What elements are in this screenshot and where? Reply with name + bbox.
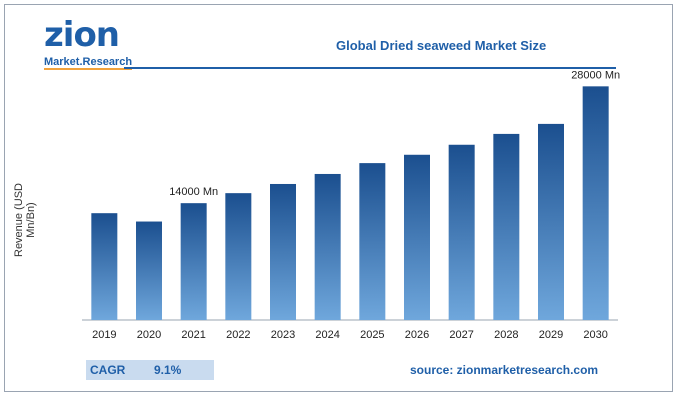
- x-tick-2026: 2026: [405, 329, 429, 341]
- bar-2027: [448, 144, 475, 320]
- x-tick-2021: 2021: [181, 329, 205, 341]
- cagr-value: 9.1%: [154, 363, 182, 377]
- bar-2021: [180, 203, 207, 320]
- bar-2022: [225, 193, 252, 320]
- bar-2020: [136, 221, 162, 320]
- zion-logo: zion Market.Research: [44, 15, 133, 70]
- x-tick-2028: 2028: [494, 329, 518, 341]
- cagr-box: CAGR 9.1%: [86, 360, 214, 380]
- x-tick-2029: 2029: [539, 329, 563, 341]
- bar-2025: [359, 163, 386, 320]
- title-divider: [124, 67, 616, 69]
- x-tick-2024: 2024: [315, 329, 339, 341]
- data-label-2030: 28000 Mn: [571, 69, 620, 81]
- x-tick-2019: 2019: [92, 329, 116, 341]
- bar-2024: [314, 173, 341, 320]
- x-tick-2030: 2030: [583, 329, 607, 341]
- source-text: source: zionmarketresearch.com: [410, 363, 599, 377]
- bar-2028: [493, 133, 520, 320]
- x-tick-2023: 2023: [271, 329, 295, 341]
- bar-2026: [404, 154, 430, 320]
- bar-2030: [582, 86, 609, 321]
- bar-2023: [270, 183, 296, 320]
- bar-2029: [538, 123, 564, 321]
- cagr-label: CAGR: [90, 363, 126, 377]
- x-tick-2022: 2022: [226, 329, 250, 341]
- bar-2019: [91, 213, 118, 320]
- chart-title: Global Dried seaweed Market Size: [336, 38, 547, 53]
- x-tick-2020: 2020: [137, 329, 161, 341]
- data-label-2021: 14000 Mn: [169, 186, 218, 198]
- logo-subtitle: Market.Research: [44, 56, 133, 70]
- x-tick-2027: 2027: [449, 329, 473, 341]
- logo-wordmark: zion: [44, 15, 120, 55]
- x-tick-2025: 2025: [360, 329, 384, 341]
